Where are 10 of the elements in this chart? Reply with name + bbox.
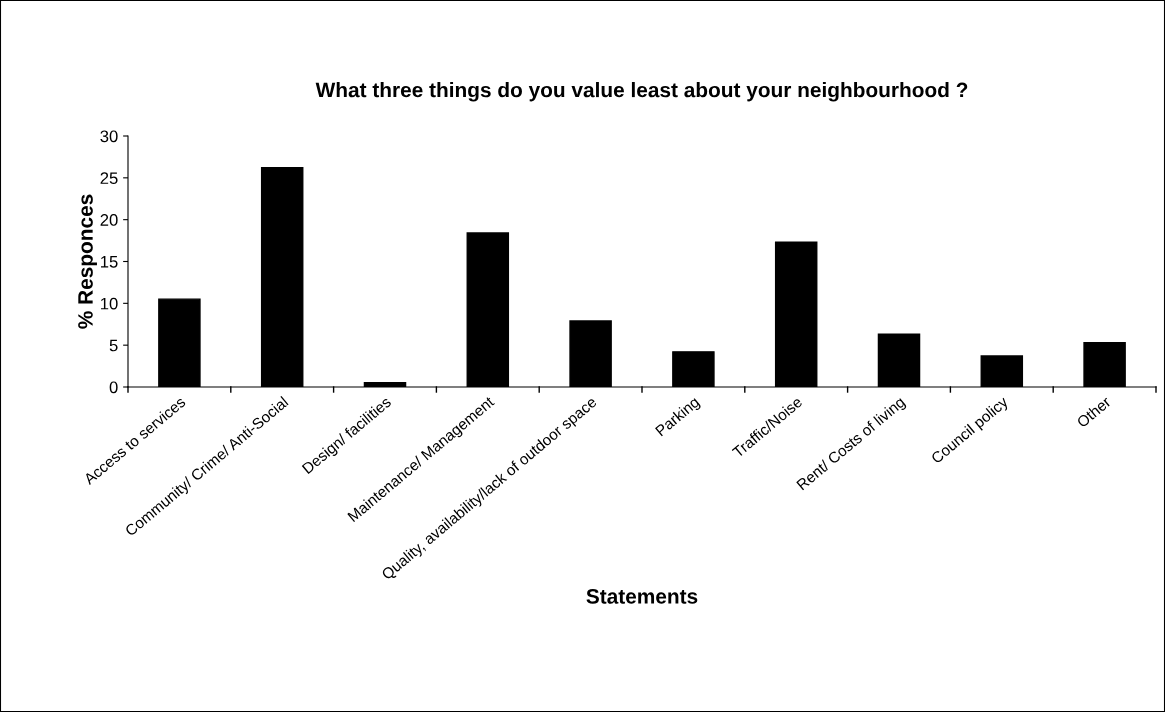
x-axis-title: Statements <box>586 589 698 604</box>
y-axis-title: % Responces <box>78 194 97 329</box>
y-tick-label: 10 <box>101 297 118 310</box>
y-tick-label: 20 <box>100 214 118 226</box>
y-tick-label: 25 <box>100 172 118 185</box>
y-tick-label: 15 <box>101 256 118 268</box>
chart-title: What three things do you value least about your neighbourhood ? <box>315 82 968 102</box>
y-tick-label: 30 <box>100 130 118 143</box>
y-tick-label: 0 <box>109 381 118 394</box>
y-tick-label: 5 <box>109 339 118 352</box>
